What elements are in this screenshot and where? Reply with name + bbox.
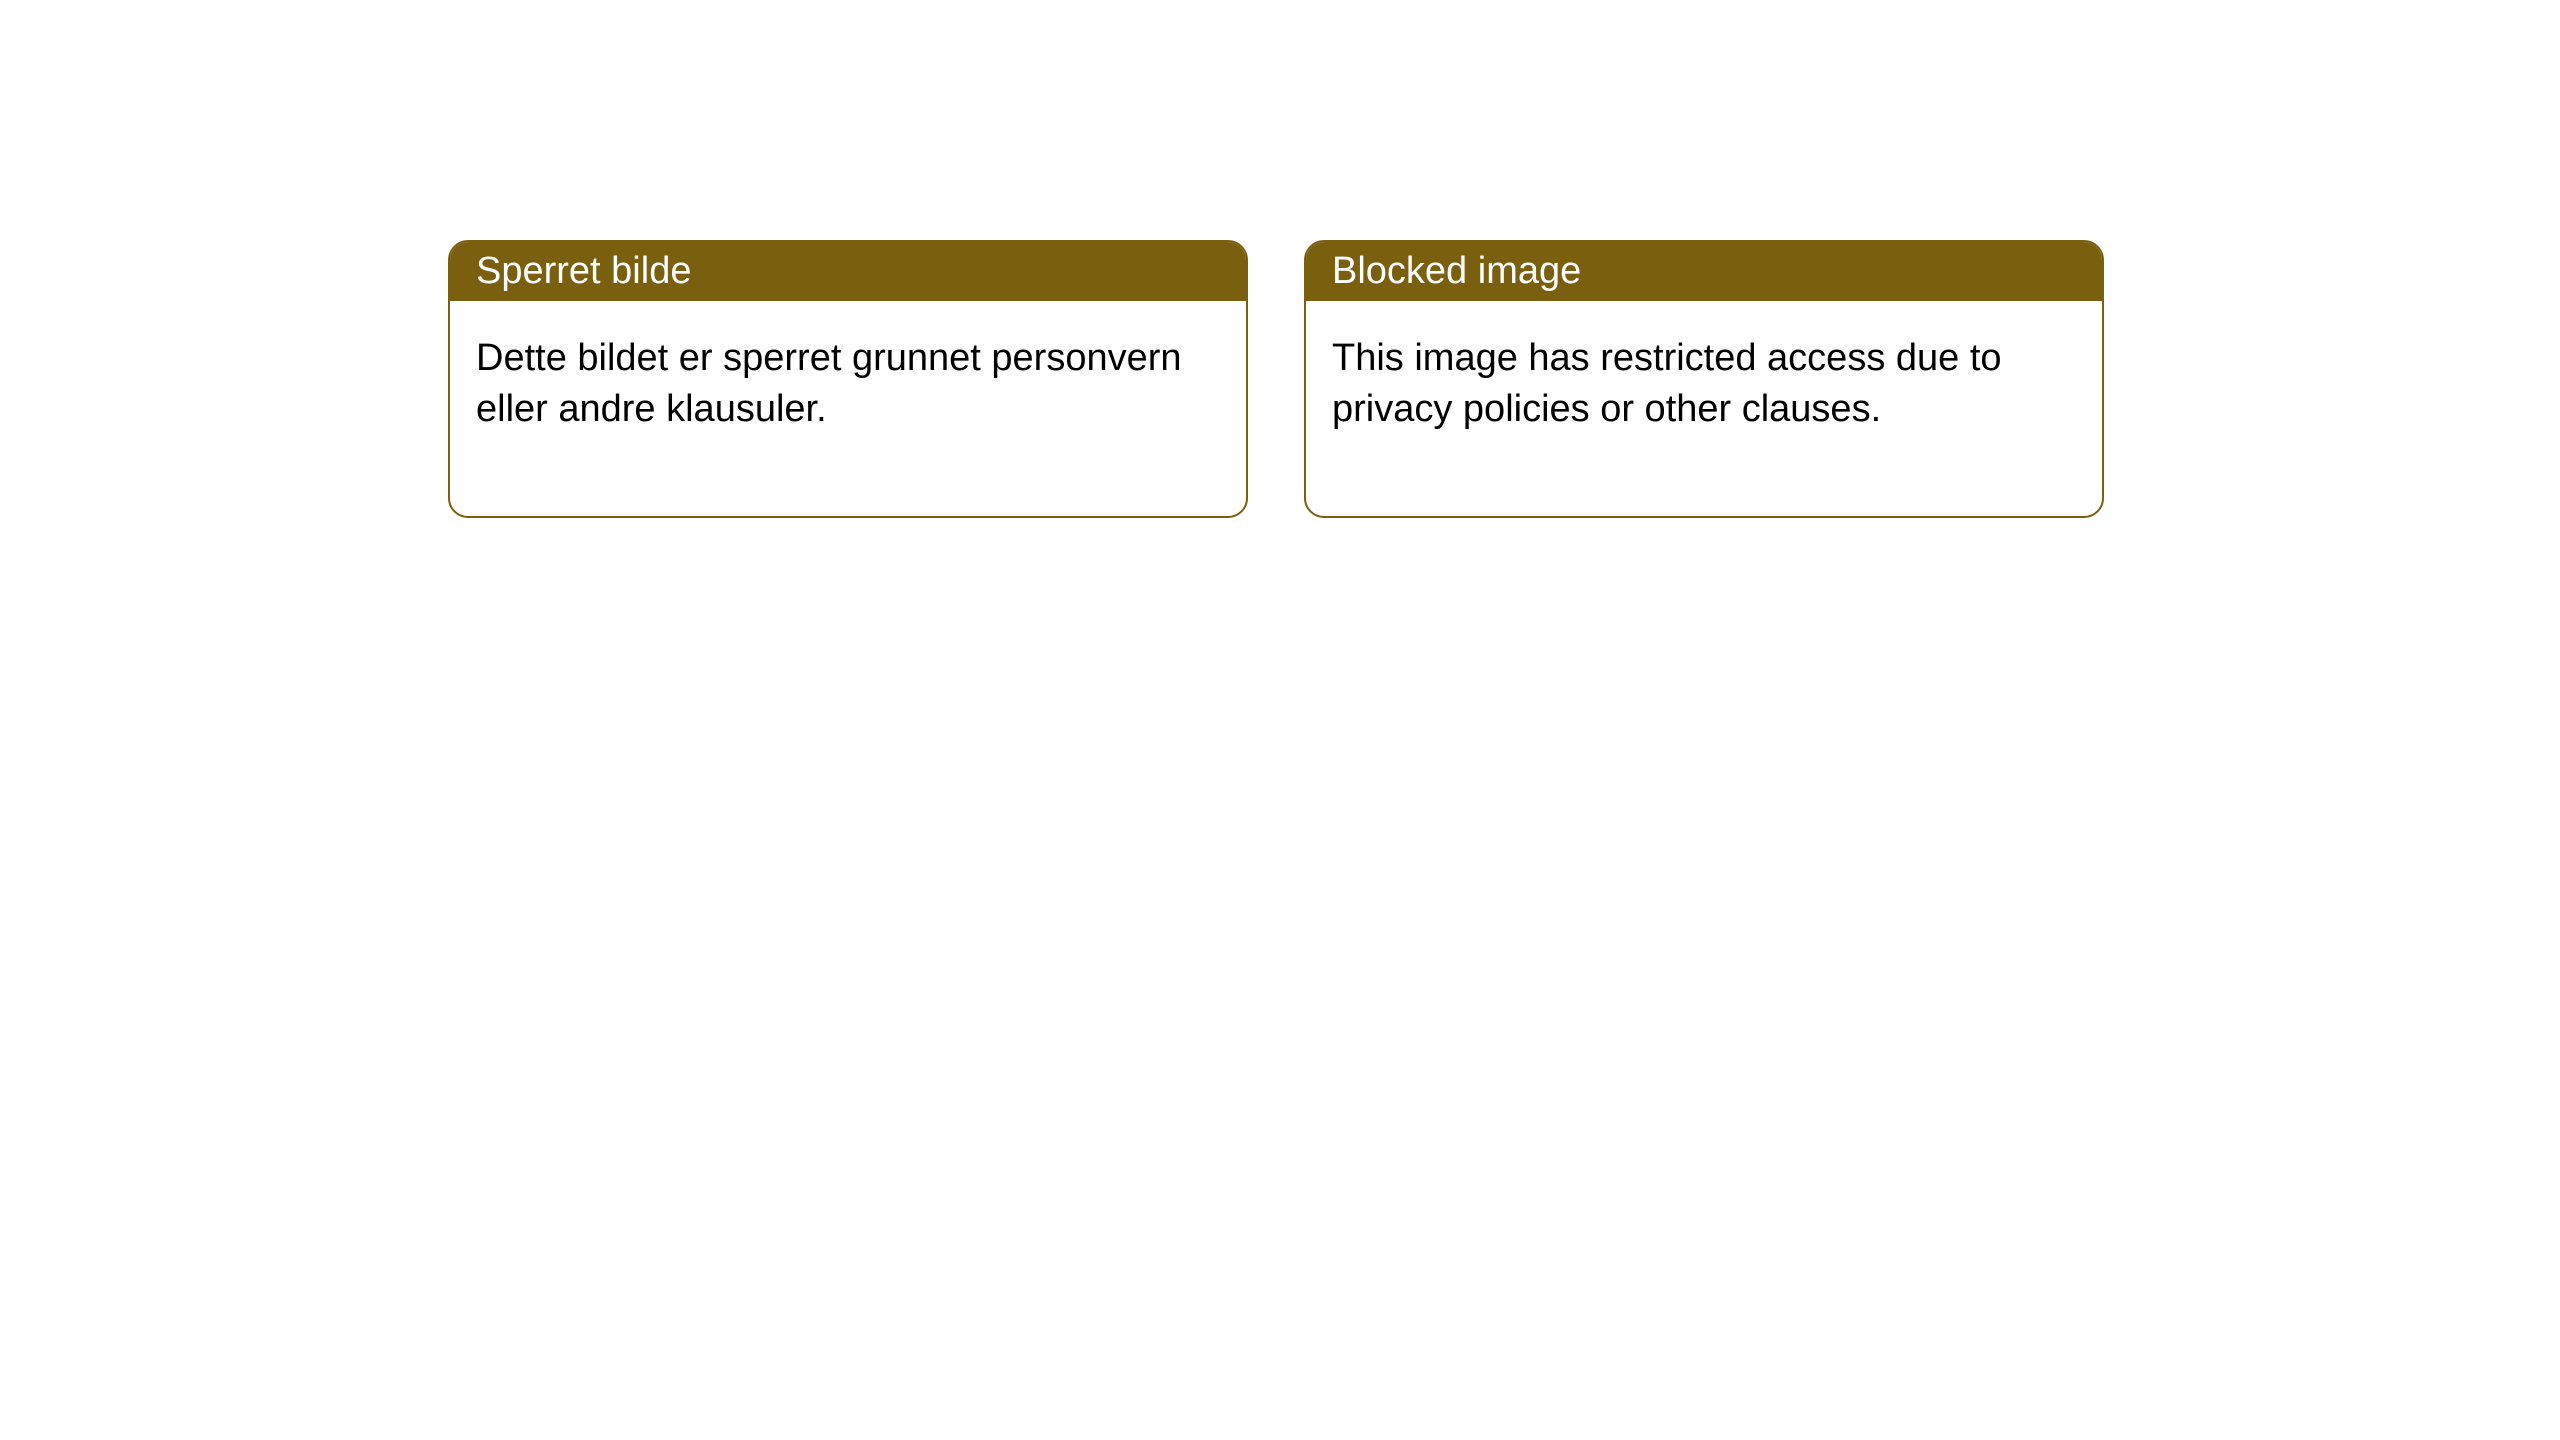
notice-body: Dette bildet er sperret grunnet personve… <box>450 301 1246 516</box>
notice-title: Sperret bilde <box>476 250 691 292</box>
notice-container: Sperret bilde Dette bildet er sperret gr… <box>448 240 2104 518</box>
notice-card-english: Blocked image This image has restricted … <box>1304 240 2104 518</box>
notice-header: Blocked image <box>1306 242 2102 301</box>
notice-body: This image has restricted access due to … <box>1306 301 2102 516</box>
notice-body-text: Dette bildet er sperret grunnet personve… <box>476 337 1182 430</box>
notice-title: Blocked image <box>1332 250 1581 292</box>
notice-header: Sperret bilde <box>450 242 1246 301</box>
notice-body-text: This image has restricted access due to … <box>1332 337 2002 430</box>
notice-card-norwegian: Sperret bilde Dette bildet er sperret gr… <box>448 240 1248 518</box>
